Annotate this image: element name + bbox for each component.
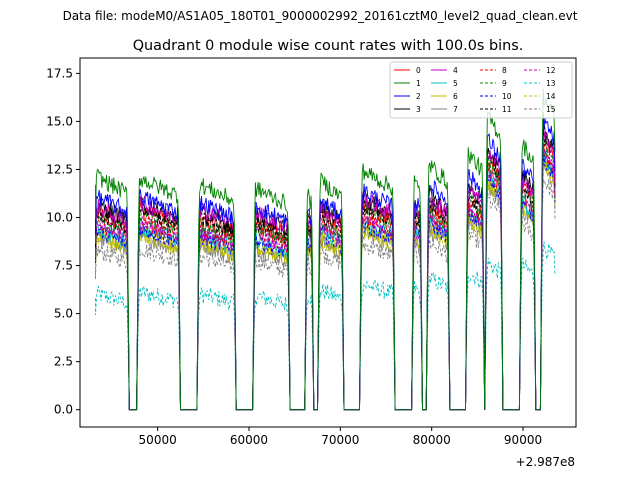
y-tick-label: 5.0 [54, 307, 73, 321]
legend-label-4: 4 [453, 66, 458, 75]
series-line-11 [95, 132, 556, 411]
legend-label-11: 11 [502, 105, 512, 114]
x-tick-label: 70000 [321, 433, 359, 447]
legend-label-5: 5 [453, 79, 458, 88]
legend-label-2: 2 [416, 92, 421, 101]
y-tick-label: 7.5 [54, 259, 73, 273]
series-line-1 [95, 88, 556, 411]
x-tick-label: 80000 [413, 433, 451, 447]
axes-layer: 50000 60000 70000 80000 90000 0.0 2.5 5.0 7.5 10.… [46, 66, 542, 447]
legend-label-10: 10 [502, 92, 512, 101]
legend-label-12: 12 [546, 66, 556, 75]
legend-label-13: 13 [546, 79, 556, 88]
y-tick-label: 15.0 [46, 114, 73, 128]
chart-title: Quadrant 0 module wise count rates with … [133, 38, 524, 54]
x-tick-label: 90000 [504, 433, 542, 447]
legend-label-3: 3 [416, 105, 421, 114]
y-tick-label: 17.5 [46, 66, 73, 80]
legend-label-1: 1 [416, 79, 421, 88]
y-tick-label: 2.5 [54, 355, 73, 369]
y-tick-label: 12.5 [46, 162, 73, 176]
legend-label-6: 6 [453, 92, 458, 101]
plot-frame [79, 57, 577, 428]
legend-label-8: 8 [502, 66, 507, 75]
legend-label-7: 7 [453, 105, 458, 114]
legend-box [389, 61, 573, 119]
legend-label-15: 15 [546, 105, 556, 114]
y-tick-label: 10.0 [46, 211, 73, 225]
data-file-caption: Data file: modeM0/AS1A05_180T01_90000029… [63, 9, 578, 23]
legend-label-0: 0 [416, 66, 421, 75]
series-layer [95, 88, 556, 411]
series-line-13 [95, 241, 556, 411]
y-tick-label: 0.0 [54, 403, 73, 417]
legend-label-9: 9 [502, 79, 507, 88]
x-tick-label: 50000 [139, 433, 177, 447]
legend-label-14: 14 [546, 92, 556, 101]
x-tick-label: 60000 [230, 433, 268, 447]
series-line-10 [95, 155, 556, 411]
x-offset-label: +2.987e8 [516, 455, 575, 469]
